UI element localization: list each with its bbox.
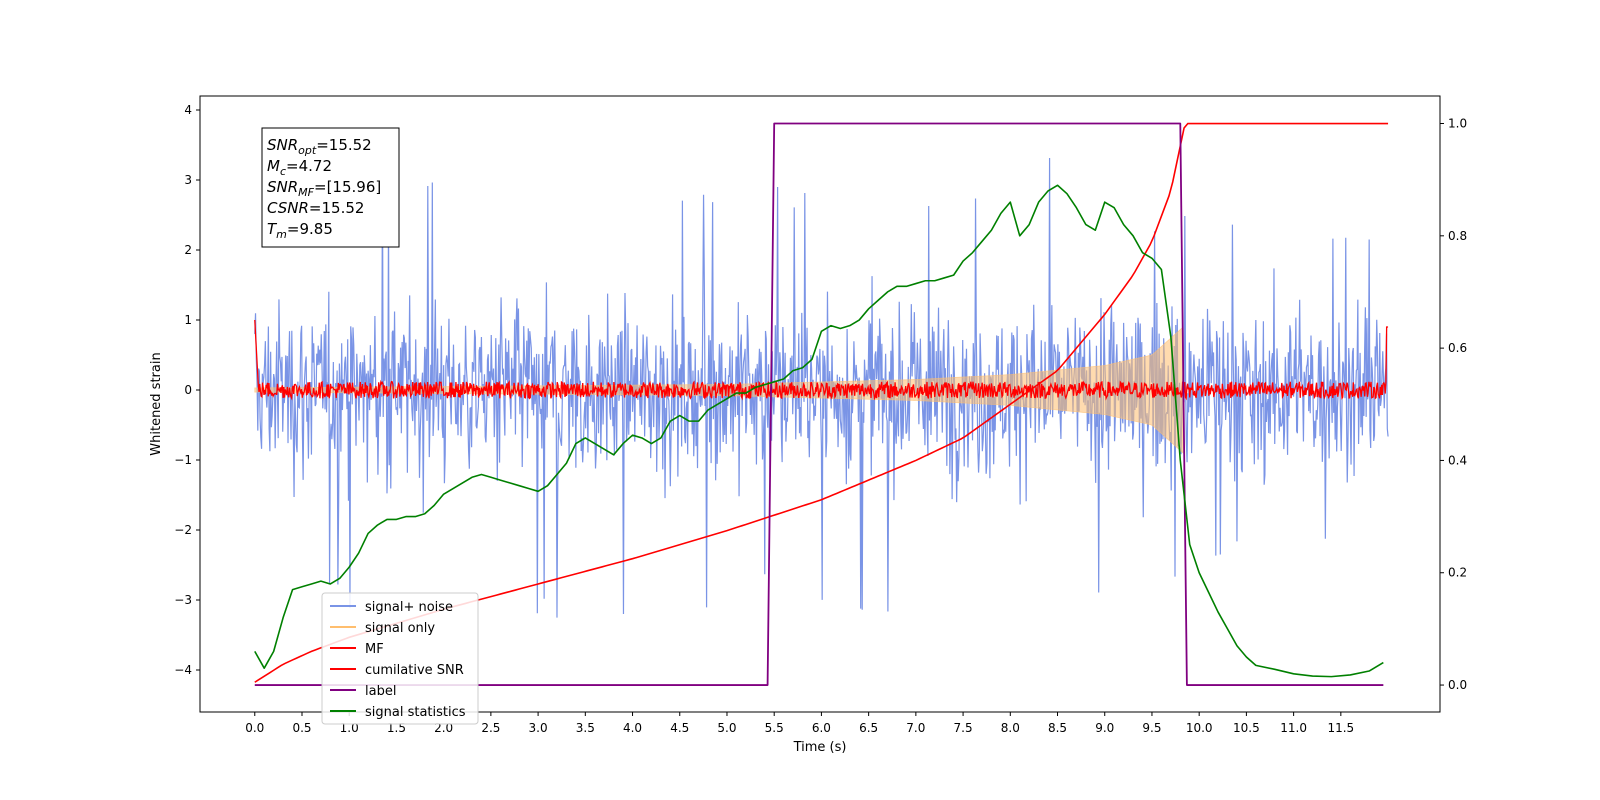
y-tick-label: 1	[184, 313, 192, 327]
legend-label: label	[365, 684, 396, 699]
x-tick-label: 10.0	[1186, 721, 1213, 735]
y-tick-label: −2	[174, 523, 192, 537]
series-mf	[254, 319, 1389, 401]
x-tick-label: 4.5	[670, 721, 689, 735]
annotation-line: Mc=4.72	[267, 157, 332, 178]
annotation-line: SNRopt=15.52	[267, 136, 372, 157]
legend-label: signal statistics	[365, 705, 466, 720]
y-tick-label: 2	[184, 243, 192, 257]
x-tick-label: 7.5	[954, 721, 973, 735]
annotation-frame	[261, 127, 400, 248]
annotation-line: SNRMF=[15.96]	[267, 178, 381, 199]
y-axis-left: −4 −3 −2 −1 0 1 2 3 4	[174, 103, 200, 677]
y-axis-right: 0.0 0.2 0.4 0.6 0.8 1.0	[1440, 117, 1467, 692]
x-tick-label: 6.0	[812, 721, 831, 735]
x-tick-label: 0.5	[292, 721, 311, 735]
x-tick-label: 0.0	[245, 721, 264, 735]
series-label	[254, 122, 1384, 686]
y-tick-label: −1	[174, 453, 192, 467]
y-tick-label: 0	[184, 383, 192, 397]
series-signal-noise	[254, 158, 1389, 618]
x-tick-label: 8.0	[1001, 721, 1020, 735]
x-tick-label: 6.5	[859, 721, 878, 735]
y-axis-label: Whitened strain	[149, 352, 164, 455]
y2-tick-label: 0.0	[1448, 678, 1467, 692]
annotation-line: Tm=9.85	[267, 220, 333, 241]
legend-label: signal+ noise	[365, 600, 453, 615]
legend-label: MF	[365, 642, 384, 657]
x-tick-label: 3.0	[529, 721, 548, 735]
y2-tick-label: 0.6	[1448, 341, 1467, 355]
y2-tick-label: 1.0	[1448, 117, 1467, 131]
annotation-line: CSNR=15.52	[267, 199, 364, 217]
plot-frame	[199, 95, 1441, 713]
x-tick-label: 11.5	[1327, 721, 1354, 735]
x-tick-label: 9.0	[1095, 721, 1114, 735]
legend-label: signal only	[365, 621, 435, 636]
series-signal-statistics	[254, 184, 1384, 678]
legend: signal+ noise signal only MF cumilative SNR…	[321, 592, 479, 725]
x-tick-label: 11.0	[1280, 721, 1307, 735]
x-tick-label: 5.0	[717, 721, 736, 735]
y2-tick-label: 0.2	[1448, 566, 1467, 580]
x-tick-label: 9.5	[1142, 721, 1161, 735]
y-tick-label: −3	[174, 593, 192, 607]
y-tick-label: 3	[184, 173, 192, 187]
x-tick-label: 3.5	[576, 721, 595, 735]
x-tick-label: 10.5	[1233, 721, 1260, 735]
y2-tick-label: 0.8	[1448, 229, 1467, 243]
x-tick-label: 5.5	[765, 721, 784, 735]
legend-frame	[321, 592, 479, 725]
y2-tick-label: 0.4	[1448, 453, 1467, 467]
plot-area	[254, 122, 1389, 686]
y-tick-label: 4	[184, 103, 192, 117]
x-tick-label: 4.0	[623, 721, 642, 735]
annotation-box: SNRopt=15.52Mc=4.72SNRMF=[15.96]CSNR=15.…	[261, 127, 400, 248]
y-tick-label: −4	[174, 663, 192, 677]
x-tick-label: 7.0	[906, 721, 925, 735]
x-axis-label: Time (s)	[793, 740, 847, 755]
x-tick-label: 2.5	[481, 721, 500, 735]
x-tick-label: 8.5	[1048, 721, 1067, 735]
legend-label: cumilative SNR	[365, 663, 464, 678]
